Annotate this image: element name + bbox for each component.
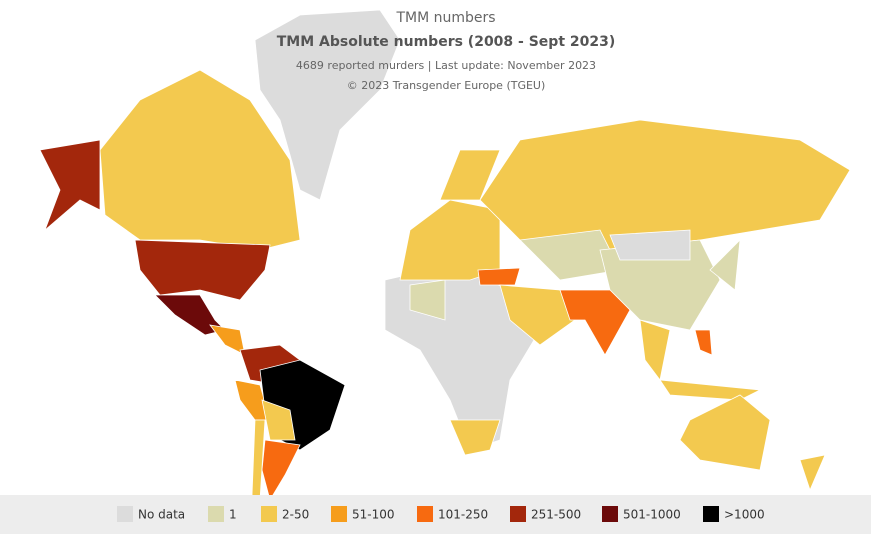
country[interactable] bbox=[709, 238, 741, 291]
legend-swatch bbox=[117, 506, 133, 522]
country[interactable] bbox=[499, 284, 576, 346]
legend-swatch bbox=[261, 506, 277, 522]
country[interactable] bbox=[799, 454, 826, 492]
country[interactable] bbox=[477, 267, 521, 286]
legend-swatch bbox=[208, 506, 224, 522]
legend-label: 1 bbox=[229, 508, 237, 522]
country[interactable] bbox=[261, 399, 296, 441]
legend-label: 251-500 bbox=[531, 508, 581, 522]
country[interactable] bbox=[39, 139, 101, 231]
country[interactable] bbox=[409, 279, 446, 321]
legend-swatch bbox=[703, 506, 719, 522]
country[interactable] bbox=[449, 419, 501, 456]
subtitle: TMM Absolute numbers (2008 - Sept 2023) bbox=[277, 34, 616, 50]
credit: © 2023 Transgender Europe (TGEU) bbox=[347, 79, 546, 92]
country[interactable] bbox=[439, 149, 501, 201]
legend-swatch bbox=[331, 506, 347, 522]
legend-label: >1000 bbox=[724, 508, 765, 522]
country[interactable] bbox=[134, 239, 271, 301]
legend-label: 101-250 bbox=[438, 508, 488, 522]
legend-label: No data bbox=[138, 508, 185, 522]
country[interactable] bbox=[609, 229, 691, 261]
legend-swatch bbox=[602, 506, 618, 522]
title: TMM numbers bbox=[395, 10, 495, 26]
legend-bar bbox=[0, 495, 871, 534]
country[interactable] bbox=[559, 289, 631, 356]
legend-label: 51-100 bbox=[352, 508, 395, 522]
legend-label: 2-50 bbox=[282, 508, 309, 522]
legend: No data 1 2-50 51-100 101-250 251-500 501-1000… bbox=[117, 506, 765, 522]
legend-swatch bbox=[510, 506, 526, 522]
country[interactable] bbox=[99, 69, 301, 251]
map-regions bbox=[39, 9, 851, 502]
legend-swatch bbox=[417, 506, 433, 522]
legend-label: 501-1000 bbox=[623, 508, 681, 522]
country[interactable] bbox=[679, 394, 771, 471]
country[interactable] bbox=[254, 9, 401, 201]
note: 4689 reported murders | Last update: Nov… bbox=[296, 59, 596, 72]
country[interactable] bbox=[694, 329, 713, 356]
